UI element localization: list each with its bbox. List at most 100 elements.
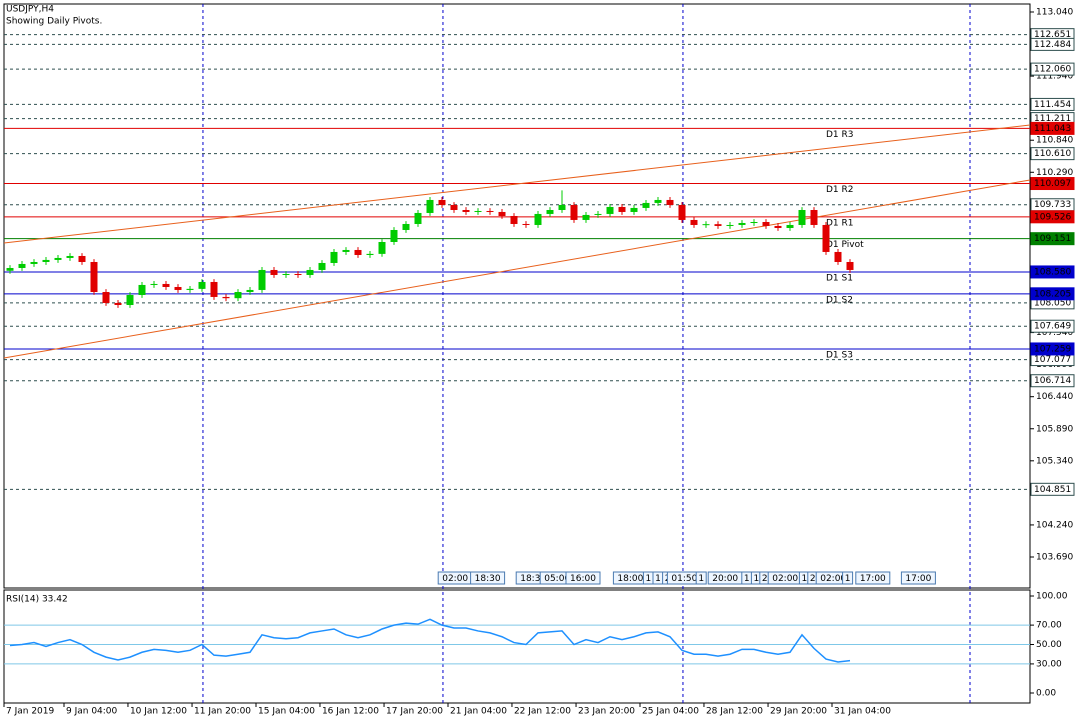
y-tick-label: 106.440: [1036, 392, 1073, 402]
y-tick-label: 105.340: [1036, 456, 1073, 466]
level-box: [1030, 37, 1075, 51]
candle-body: [438, 199, 446, 205]
candle-body: [786, 224, 794, 229]
candle-body: [18, 263, 26, 268]
level-box: [1030, 265, 1075, 279]
candle-body: [270, 269, 278, 275]
y-tick-label: 30.00: [1036, 659, 1062, 669]
x-tick-label: 10 Jan 12:00: [130, 707, 187, 717]
candle-body: [450, 204, 458, 210]
candle-body: [354, 249, 362, 255]
candle-body: [594, 213, 602, 215]
candle-body: [186, 288, 194, 290]
session-label: 1: [744, 574, 750, 584]
y-tick-label: 104.240: [1036, 520, 1073, 530]
session-label: 17:00: [860, 574, 886, 584]
level-box: [1030, 97, 1075, 111]
level-label: 108.205: [1034, 289, 1071, 299]
candle-body: [210, 281, 218, 297]
candle-body: [714, 224, 722, 226]
level-label: 111.454: [1034, 100, 1071, 110]
candle-body: [390, 229, 398, 242]
level-label: 112.651: [1034, 30, 1071, 40]
y-tick-label: 103.690: [1036, 552, 1073, 562]
level-label: 111.211: [1034, 114, 1071, 124]
session-label: 1: [646, 574, 652, 584]
candle-body: [750, 222, 758, 224]
session-label: 18:30: [520, 574, 546, 584]
session-box: [565, 571, 601, 585]
level-label: 111.043: [1034, 124, 1071, 134]
candle-body: [558, 204, 566, 210]
session-label: 02:00: [820, 574, 846, 584]
candle-body: [570, 204, 578, 220]
candle-body: [414, 212, 422, 224]
session-label: 2: [810, 574, 816, 584]
candle-body: [690, 219, 698, 225]
session-label: 16:00: [570, 574, 596, 584]
level-name: D1 R2: [826, 185, 854, 195]
candle-body: [366, 253, 374, 255]
candle-body: [654, 199, 662, 203]
candle-body: [618, 206, 626, 212]
candle-body: [54, 257, 62, 260]
level-box: [1030, 121, 1075, 135]
candle-body: [534, 213, 542, 225]
x-tick-label: 31 Jan 04:00: [834, 707, 891, 717]
y-tick-label: 100.00: [1036, 592, 1068, 602]
chart-subtitle: Showing Daily Pivots.: [6, 17, 102, 27]
y-tick-label: 110.840: [1036, 136, 1073, 146]
candle-body: [162, 283, 170, 287]
candle-body: [306, 269, 314, 275]
level-label: 106.714: [1034, 376, 1071, 386]
x-tick-label: 16 Jan 12:00: [322, 707, 379, 717]
level-label: 108.050: [1034, 298, 1071, 308]
candle-body: [150, 283, 158, 285]
candle-body: [522, 223, 530, 225]
level-label: 112.484: [1034, 40, 1071, 50]
candle-body: [402, 223, 410, 230]
candle-body: [378, 241, 386, 254]
candle-body: [222, 296, 230, 299]
level-label: 110.610: [1034, 149, 1071, 159]
session-label: 02:00: [442, 574, 468, 584]
y-tick-label: 50.00: [1036, 640, 1062, 650]
candle-body: [174, 286, 182, 290]
x-tick-label: 22 Jan 12:00: [514, 707, 571, 717]
level-box: [1030, 342, 1075, 356]
level-box: [1030, 374, 1075, 388]
candle-body: [582, 214, 590, 220]
rsi-line: [9, 618, 851, 663]
candle-body: [474, 210, 482, 212]
level-name: D1 S2: [826, 295, 853, 305]
session-label: 1: [655, 574, 661, 584]
candle-body: [114, 302, 122, 306]
candle-body: [282, 273, 290, 275]
candle-body: [546, 209, 554, 214]
x-tick-label: 15 Jan 04:00: [258, 707, 315, 717]
candle-body: [102, 292, 110, 303]
level-box: [1030, 287, 1075, 301]
y-tick-label: 111.940: [1036, 72, 1073, 82]
level-box: [1030, 147, 1075, 161]
level-label: 107.649: [1034, 322, 1071, 332]
session-box: [900, 571, 936, 585]
level-box: [1030, 232, 1075, 246]
level-label: 109.151: [1034, 234, 1071, 244]
candle-body: [330, 251, 338, 263]
level-name: D1 S3: [826, 350, 853, 360]
level-label: 108.580: [1034, 267, 1071, 277]
session-label: 18:30: [475, 574, 501, 584]
level-label: 104.851: [1034, 485, 1071, 495]
candle-body: [510, 215, 518, 224]
level-label: 107.259: [1034, 344, 1071, 354]
candle-body: [762, 222, 770, 226]
candle-body: [126, 294, 134, 306]
x-tick-label: 28 Jan 12:00: [706, 707, 763, 717]
level-box: [1030, 319, 1075, 333]
rsi-panel: [3, 589, 1031, 704]
level-box: [1030, 482, 1075, 496]
level-box: [1030, 177, 1075, 191]
trend-line: [3, 124, 1031, 244]
chart-title: USDJPY,H4: [6, 5, 54, 15]
